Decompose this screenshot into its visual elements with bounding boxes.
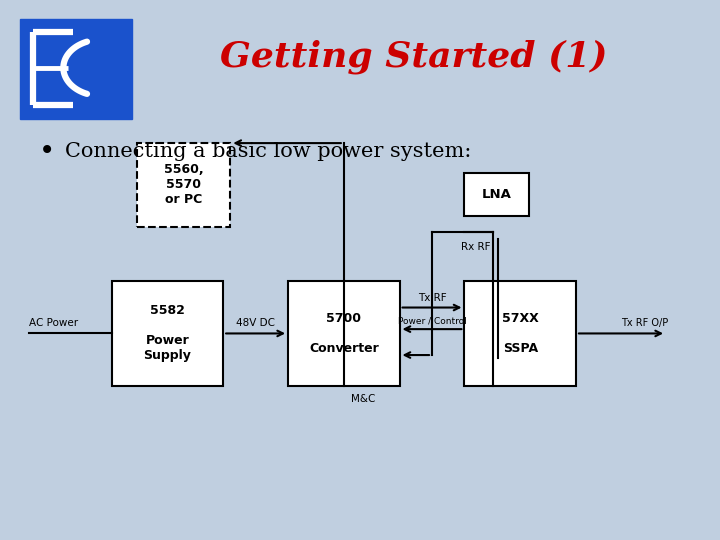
Text: LNA: LNA — [482, 188, 512, 201]
FancyBboxPatch shape — [464, 173, 529, 216]
Text: •: • — [39, 137, 55, 165]
Text: M&C: M&C — [351, 394, 375, 404]
Text: 5560,
5570
or PC: 5560, 5570 or PC — [163, 164, 204, 206]
FancyBboxPatch shape — [20, 19, 132, 119]
Text: 5700

Converter: 5700 Converter — [309, 312, 379, 355]
Text: 5582

Power
Supply: 5582 Power Supply — [143, 305, 192, 362]
FancyBboxPatch shape — [137, 143, 230, 227]
Text: AC Power: AC Power — [29, 318, 78, 328]
Text: Rx RF: Rx RF — [461, 242, 490, 252]
Text: Connecting a basic low power system:: Connecting a basic low power system: — [65, 141, 471, 161]
FancyBboxPatch shape — [464, 281, 576, 386]
FancyBboxPatch shape — [112, 281, 223, 386]
Text: Tx RF O/P: Tx RF O/P — [621, 318, 668, 328]
Text: Getting Started (1): Getting Started (1) — [220, 39, 608, 74]
FancyBboxPatch shape — [288, 281, 400, 386]
Text: Tx RF: Tx RF — [418, 293, 446, 303]
Text: 57XX

SSPA: 57XX SSPA — [502, 312, 539, 355]
Text: Power / Control: Power / Control — [397, 317, 467, 326]
Text: 48V DC: 48V DC — [236, 318, 275, 328]
